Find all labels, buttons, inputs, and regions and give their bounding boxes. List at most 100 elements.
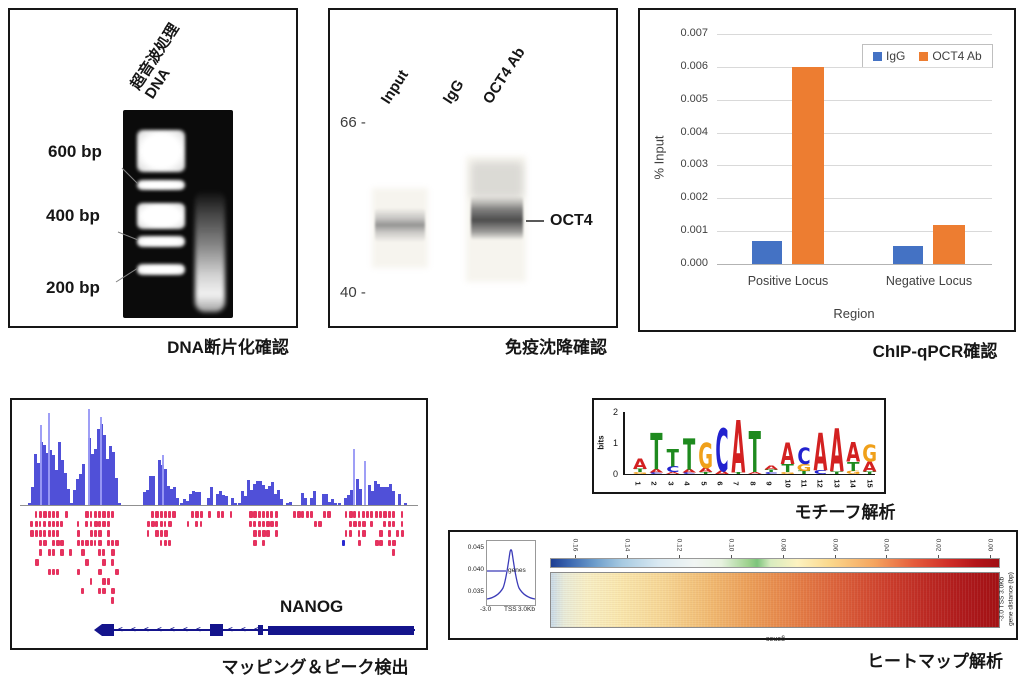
oct4-band — [471, 196, 523, 240]
colorbar-tick-mark — [886, 555, 888, 558]
read-mark — [111, 549, 115, 556]
read-mark — [348, 511, 353, 518]
wb-caption: 免疫沈降確認 — [505, 338, 607, 357]
qpcr-category-label: Negative Locus — [885, 274, 973, 288]
read-mark — [348, 520, 352, 528]
coverage-bar — [73, 490, 76, 505]
read-mark — [51, 549, 55, 556]
ladder-band-200bp — [137, 264, 185, 275]
qpcr-gridline — [717, 198, 992, 200]
read-mark — [344, 511, 348, 518]
motif-position-number: 6 — [715, 481, 725, 486]
motif-letter-G: G — [846, 470, 861, 475]
read-mark — [361, 520, 366, 528]
motif-position-number: 10 — [783, 479, 793, 488]
gene-direction-mark: < — [118, 625, 123, 634]
read-mark — [38, 539, 42, 547]
read-mark — [159, 539, 163, 547]
read-mark — [353, 520, 357, 528]
gene-exon-1 — [102, 624, 114, 636]
read-mark — [43, 530, 47, 537]
coverage-bar — [377, 483, 380, 505]
read-mark — [391, 520, 396, 528]
qpcr-ytick: 0.001 — [680, 224, 708, 237]
read-mark — [76, 520, 80, 528]
oct4-band-label: OCT4 — [550, 212, 593, 229]
coverage-bar — [380, 486, 383, 505]
read-mark — [274, 511, 278, 518]
read-mark — [348, 530, 353, 537]
read-mark — [56, 539, 60, 547]
qpcr-caption: ChIP-qPCR確認 — [872, 342, 998, 361]
motif-letter-C: C — [666, 465, 679, 474]
read-mark — [80, 587, 85, 595]
gene-direction-mark: < — [196, 625, 201, 634]
coverage-bar — [386, 487, 389, 505]
read-mark — [43, 511, 47, 518]
coverage-bar — [253, 483, 256, 505]
ladder-band-300bp — [137, 236, 185, 247]
read-mark — [309, 511, 313, 518]
read-mark — [98, 539, 102, 547]
read-mark — [98, 549, 102, 556]
motif-caption: モチーフ解析 — [794, 503, 896, 522]
read-mark — [106, 539, 111, 547]
read-mark — [34, 530, 39, 537]
read-mark — [296, 511, 301, 518]
heatmap-right-axis-ticks: -3.0 TSS 3.0Kb — [998, 576, 1006, 622]
motif-letter-T: T — [667, 444, 680, 472]
coverage-bar — [271, 482, 274, 505]
qpcr-ytick: 0.004 — [680, 125, 708, 138]
read-mark — [47, 530, 51, 537]
heatmap-xlabel-text: genes — [766, 635, 786, 642]
coverage-bar — [368, 485, 371, 505]
coverage-bar — [55, 469, 58, 505]
coverage-bar — [304, 497, 307, 505]
coverage-bar — [186, 500, 189, 505]
coverage-bar — [43, 445, 46, 505]
read-mark — [80, 549, 85, 556]
gene-direction-mark: < — [144, 625, 149, 634]
read-mark — [374, 539, 379, 547]
motif-letter-A: A — [846, 438, 860, 468]
read-mark — [400, 530, 405, 537]
read-mark — [150, 520, 155, 528]
motif-ytick-0: 0 — [612, 469, 618, 479]
motif-ytick-1: 1 — [612, 438, 618, 448]
motif-letter-T: T — [798, 470, 810, 475]
coverage-bar — [398, 494, 401, 505]
heatmap-panel: 0.045 0.040 0.035 genes -3.0 TSS 3.0Kb 0… — [448, 530, 1018, 642]
read-mark — [146, 520, 150, 528]
band-pointer-line — [526, 220, 544, 222]
read-mark — [69, 549, 72, 556]
read-mark — [98, 530, 102, 537]
motif-position-number: 7 — [731, 481, 741, 486]
motif-letter-A: A — [715, 470, 730, 475]
colorbar-tick-mark — [730, 555, 732, 558]
read-mark — [257, 511, 261, 518]
read-mark — [89, 539, 93, 547]
coverage-bar — [195, 491, 198, 505]
coverage-bar — [94, 448, 97, 505]
coverage-spike — [353, 449, 355, 505]
coverage-bar — [173, 486, 176, 505]
read-mark — [30, 530, 34, 537]
motif-position-number: 4 — [682, 481, 692, 486]
coverage-bar — [350, 489, 353, 505]
motif-letter-A: A — [633, 456, 647, 473]
read-mark — [344, 530, 348, 537]
motif-letter-T: T — [831, 471, 844, 475]
bar-oct4-ab-positive — [792, 66, 824, 264]
heatmap-body — [550, 572, 1000, 628]
motif-letter-A: A — [781, 436, 795, 471]
motif-letter-A: A — [830, 419, 844, 487]
motif-letter-T: T — [732, 472, 745, 474]
motif-position-number: 1 — [633, 481, 643, 486]
read-mark — [257, 530, 262, 537]
oct4-upper-smear — [471, 162, 523, 198]
coverage-bar — [338, 502, 341, 505]
coverage-bar — [286, 502, 289, 505]
read-mark — [43, 539, 48, 547]
read-mark — [387, 520, 391, 528]
